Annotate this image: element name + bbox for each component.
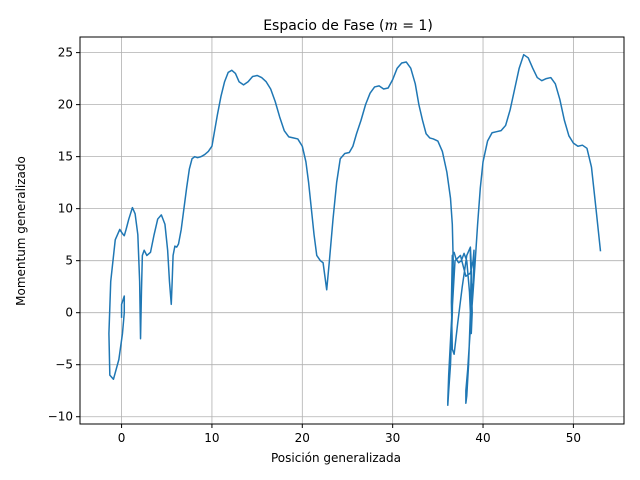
y-tick-label: 15 xyxy=(58,150,73,164)
chart-title: Espacio de Fase (m = 1) xyxy=(263,18,433,34)
x-tick-label: 10 xyxy=(204,431,219,445)
y-tick-label: 25 xyxy=(58,46,73,60)
y-axis-label: Momentum generalizado xyxy=(14,156,28,306)
x-tick-label: 50 xyxy=(566,431,581,445)
y-tick-label: 10 xyxy=(58,202,73,216)
y-axis-ticks: −10 −5 0 5 10 15 20 25 xyxy=(48,46,80,424)
chart-title-rest: = 1) xyxy=(398,18,433,34)
x-axis-label: Posición generalizada xyxy=(271,451,401,465)
y-tick-label: 5 xyxy=(65,254,73,268)
series-line xyxy=(108,53,602,407)
chart-title-math: m xyxy=(385,18,398,34)
x-tick-label: 0 xyxy=(118,431,126,445)
x-tick-label: 30 xyxy=(385,431,400,445)
y-tick-label: −5 xyxy=(55,358,73,372)
x-axis-ticks: 0 10 20 30 40 50 xyxy=(118,424,581,445)
grid-lines xyxy=(80,37,624,424)
y-tick-label: 20 xyxy=(58,98,73,112)
axes-frame xyxy=(79,36,625,425)
y-tick-label: −10 xyxy=(48,410,73,424)
x-tick-label: 40 xyxy=(475,431,490,445)
chart-title-text: Espacio de Fase ( xyxy=(263,18,384,34)
x-tick-label: 20 xyxy=(295,431,310,445)
y-tick-label: 0 xyxy=(65,306,73,320)
